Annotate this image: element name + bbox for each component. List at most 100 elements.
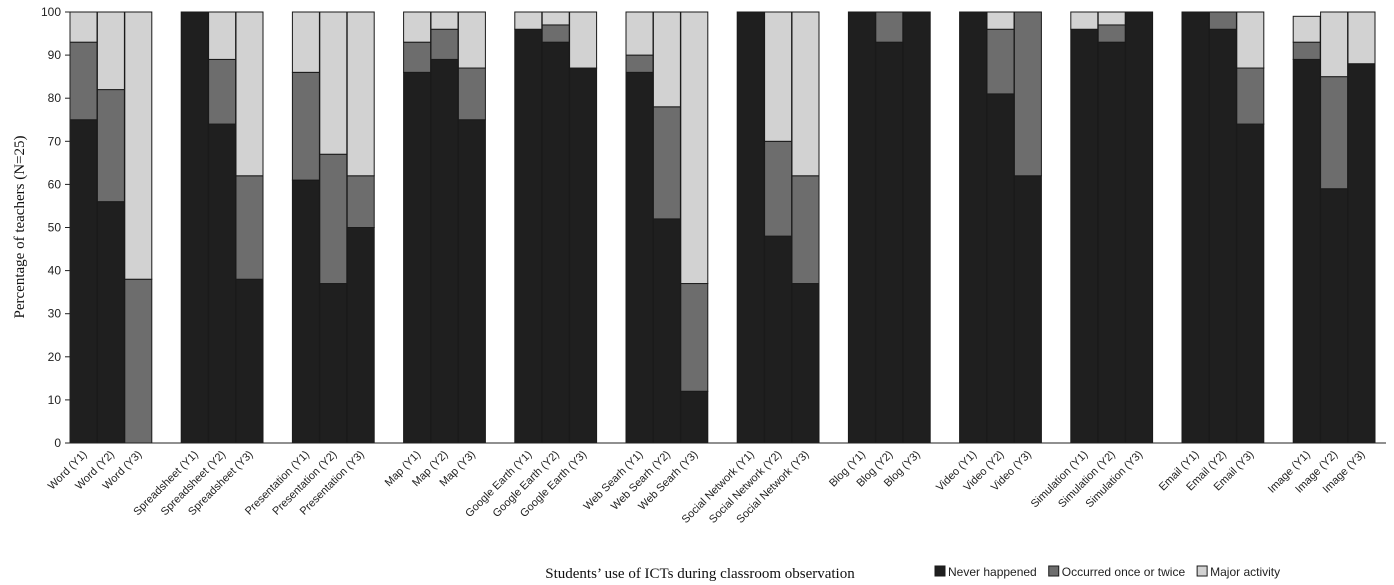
bar-segment bbox=[1236, 67, 1265, 125]
bar-segment bbox=[541, 24, 570, 43]
x-category-labels: Word (Y1)Word (Y2)Word (Y3)Spreadsheet (… bbox=[46, 449, 1368, 526]
legend-swatch bbox=[1048, 565, 1060, 577]
y-tick-label: 60 bbox=[48, 177, 62, 191]
bar-segment bbox=[652, 11, 681, 108]
y-tick-label: 90 bbox=[48, 48, 62, 62]
bar-segment bbox=[346, 227, 375, 444]
bar-segment bbox=[1097, 11, 1126, 26]
bar-segment bbox=[96, 11, 125, 91]
bar-segment bbox=[1320, 76, 1349, 190]
bar-segment bbox=[1320, 11, 1349, 78]
bar-segment bbox=[208, 11, 237, 60]
bar-segment bbox=[791, 11, 820, 177]
bar-segment bbox=[1292, 58, 1321, 444]
bar-segment bbox=[1181, 11, 1210, 444]
bar-segment bbox=[180, 11, 209, 444]
bar-segment bbox=[791, 283, 820, 444]
axes-layer bbox=[65, 11, 1386, 444]
legend-label: Major activity bbox=[1210, 565, 1280, 579]
y-tick-label: 50 bbox=[48, 221, 62, 235]
bar-segment bbox=[1320, 188, 1349, 444]
bar-segment bbox=[457, 67, 486, 121]
y-tick-label: 70 bbox=[48, 134, 62, 148]
bar-segment bbox=[457, 11, 486, 69]
bar-segment bbox=[235, 11, 264, 177]
bar-segment bbox=[319, 283, 348, 444]
y-axis-title: Percentage of teachers (N=25) bbox=[12, 136, 28, 319]
bar-segment bbox=[764, 140, 793, 237]
bar-segment bbox=[652, 106, 681, 220]
y-tick-label: 40 bbox=[48, 264, 62, 278]
bar-segment bbox=[1013, 175, 1042, 444]
bar-segment bbox=[96, 89, 125, 203]
bar-segment bbox=[403, 41, 432, 73]
bar-segment bbox=[1292, 15, 1321, 43]
bar-segment bbox=[96, 201, 125, 444]
bar-segment bbox=[764, 235, 793, 444]
bar-segment bbox=[986, 93, 1015, 444]
bar-segment bbox=[764, 11, 793, 142]
bar-segment bbox=[541, 41, 570, 444]
bar-segment bbox=[1208, 11, 1237, 30]
bar-segment bbox=[69, 119, 98, 444]
bar-segment bbox=[291, 179, 320, 444]
bar-segment bbox=[235, 175, 264, 280]
bar-segment bbox=[514, 11, 543, 30]
y-tick-label: 20 bbox=[48, 350, 62, 364]
y-tick-label: 30 bbox=[48, 307, 62, 321]
bar-segment bbox=[959, 11, 988, 444]
y-tick-label: 0 bbox=[54, 436, 61, 450]
bar-segment bbox=[69, 11, 98, 43]
bar-segment bbox=[736, 11, 765, 444]
bars-layer bbox=[69, 11, 1376, 444]
bar-segment bbox=[680, 283, 709, 392]
legend-label: Never happened bbox=[948, 565, 1037, 579]
bar-segment bbox=[1347, 63, 1376, 444]
bar-segment bbox=[430, 11, 459, 30]
bar-segment bbox=[1236, 11, 1265, 69]
bar-segment bbox=[875, 41, 904, 444]
bar-segment bbox=[235, 278, 264, 444]
y-tick-labels: 0 10 20 30 40 50 60 70 80 90 100 bbox=[41, 5, 61, 450]
bar-segment bbox=[346, 175, 375, 228]
bar-segment bbox=[625, 54, 654, 73]
legend-swatch bbox=[1196, 565, 1208, 577]
bar-segment bbox=[791, 175, 820, 285]
bar-segment bbox=[1097, 24, 1126, 43]
bar-segment bbox=[1097, 41, 1126, 444]
bar-segment bbox=[1208, 28, 1237, 444]
bar-segment bbox=[1236, 123, 1265, 444]
bar-segment bbox=[430, 28, 459, 60]
bar-segment bbox=[1292, 41, 1321, 60]
y-tick-label: 10 bbox=[48, 393, 62, 407]
bar-segment bbox=[208, 58, 237, 125]
bar-segment bbox=[430, 58, 459, 444]
bar-segment bbox=[986, 11, 1015, 30]
legend: Never happened Occurred once or twice Majo… bbox=[934, 565, 1280, 579]
bar-segment bbox=[1347, 11, 1376, 65]
bar-segment bbox=[457, 119, 486, 444]
bar-segment bbox=[403, 11, 432, 43]
bar-segment bbox=[1013, 11, 1042, 177]
bar-segment bbox=[514, 28, 543, 444]
bar-segment bbox=[291, 71, 320, 181]
bar-segment bbox=[208, 123, 237, 444]
bar-segment bbox=[569, 67, 598, 444]
bar-segment bbox=[1125, 11, 1154, 444]
x-axis-title: Students’ use of ICTs during classroom o… bbox=[545, 566, 855, 582]
bar-segment bbox=[680, 390, 709, 444]
bar-segment bbox=[124, 11, 153, 280]
bar-segment bbox=[569, 11, 598, 69]
bar-segment bbox=[625, 71, 654, 444]
bar-segment bbox=[319, 11, 348, 155]
bar-segment bbox=[346, 11, 375, 177]
bar-segment bbox=[124, 278, 153, 444]
legend-swatch bbox=[934, 565, 946, 577]
y-tick-label: 100 bbox=[41, 5, 61, 19]
bar-segment bbox=[69, 41, 98, 121]
bar-segment bbox=[652, 218, 681, 444]
y-tick-label: 80 bbox=[48, 91, 62, 105]
bar-segment bbox=[847, 11, 876, 444]
legend-label: Occurred once or twice bbox=[1062, 565, 1186, 579]
